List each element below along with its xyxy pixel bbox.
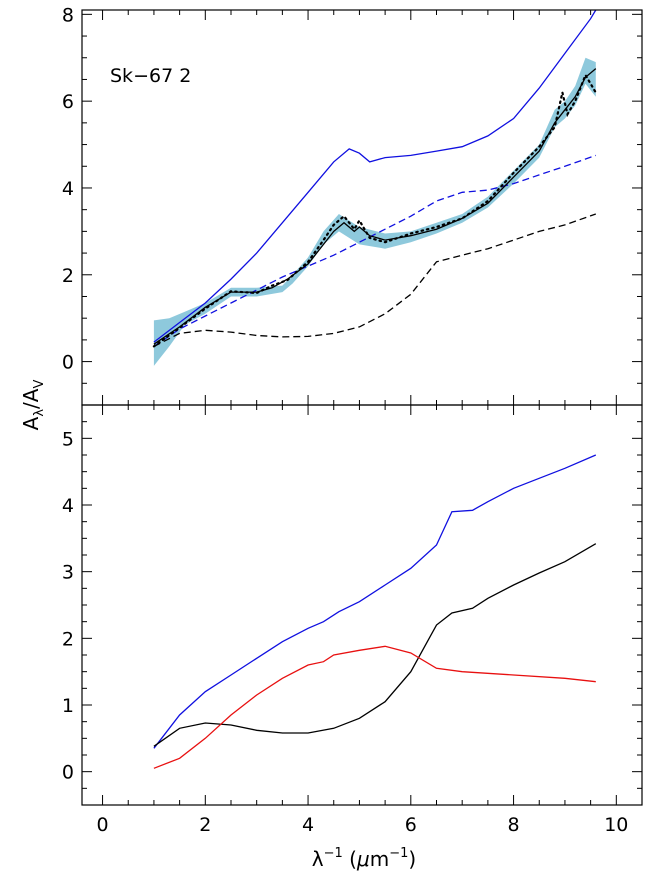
object-annotation: Sk−67 2: [110, 65, 191, 87]
bottom-ticks: 0 1 2 3 4 5 0 2 4 6 8 10: [62, 404, 642, 836]
bottom-ytick-label: 1: [62, 695, 74, 717]
top-series-line-5: [152, 72, 597, 348]
x-axis-label: λ−1 (μm−1): [312, 846, 416, 871]
xtick-label: 0: [97, 814, 109, 836]
top-ytick-label: 6: [62, 91, 74, 113]
top-ytick-label: 2: [62, 265, 74, 287]
xtick-label: 4: [302, 814, 314, 836]
bottom-ytick-label: 5: [62, 428, 74, 450]
x-axis-label-mu: μ: [356, 847, 370, 871]
bottom-ytick-label: 4: [62, 495, 74, 517]
top-ytick-label: 8: [62, 4, 74, 26]
x-axis-label-exp2: −1: [389, 846, 408, 861]
bottom-panel: 0 1 2 3 4 5 0 2 4 6 8 10: [62, 404, 643, 836]
xtick-label: 10: [604, 814, 628, 836]
bottom-series-line-3: [153, 645, 596, 769]
top-series-line-3: [153, 213, 597, 347]
top-series-line-2: [153, 154, 597, 347]
bottom-frame: [81, 404, 643, 806]
x-axis-label-close: ): [408, 847, 416, 871]
y-axis-label-sub2: V: [32, 380, 47, 389]
x-axis-label-open: (: [343, 847, 357, 871]
y-axis-label-div: /A: [19, 388, 43, 409]
top-ticks: 0 2 4 6 8: [62, 4, 642, 406]
y-axis-label-sub: λ: [32, 409, 47, 417]
xtick-label: 8: [508, 814, 520, 836]
top-ytick-label: 4: [62, 178, 74, 200]
top-series-line-4: [153, 68, 597, 345]
top-ytick-label: 0: [62, 352, 74, 374]
top-series: [152, 9, 597, 348]
x-axis-label-lambda: λ: [312, 847, 324, 871]
uncertainty-band: [153, 57, 596, 366]
xtick-label: 6: [405, 814, 417, 836]
y-axis-label: Aλ/AV: [19, 380, 47, 431]
top-uncertainty-band: [153, 57, 596, 366]
top-series-line-1: [153, 9, 597, 343]
x-axis-label-exp: −1: [324, 846, 343, 861]
bottom-series-line-2: [153, 543, 597, 747]
bottom-ytick-label: 2: [62, 628, 74, 650]
bottom-ytick-label: 3: [62, 562, 74, 584]
bottom-series: [153, 454, 597, 769]
xtick-label: 2: [199, 814, 211, 836]
bottom-ytick-label: 0: [62, 762, 74, 784]
x-axis-label-m: m: [370, 847, 389, 871]
top-panel: Sk−67 2 0 2 4 6 8: [62, 4, 643, 406]
y-axis-label-a: A: [19, 416, 43, 430]
bottom-series-line-1: [153, 454, 597, 749]
